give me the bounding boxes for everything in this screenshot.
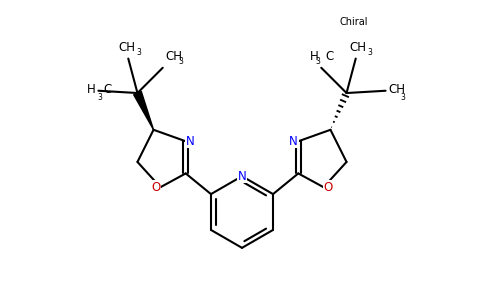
Text: 3: 3 xyxy=(400,94,405,103)
Text: H: H xyxy=(88,83,96,96)
Text: O: O xyxy=(151,181,161,194)
Text: Chiral: Chiral xyxy=(339,17,368,27)
Text: N: N xyxy=(238,170,246,183)
Text: 3: 3 xyxy=(179,57,184,66)
Text: O: O xyxy=(323,181,333,194)
Text: 3: 3 xyxy=(97,94,103,103)
Text: N: N xyxy=(186,135,195,148)
Polygon shape xyxy=(134,92,153,130)
Text: C: C xyxy=(325,50,333,63)
Text: 3: 3 xyxy=(136,48,141,57)
Text: C: C xyxy=(103,83,111,96)
Text: 3: 3 xyxy=(316,57,320,66)
Text: CH: CH xyxy=(388,83,405,96)
Text: CH: CH xyxy=(165,50,182,63)
Text: CH: CH xyxy=(349,41,366,54)
Text: N: N xyxy=(289,135,298,148)
Text: 3: 3 xyxy=(367,48,372,57)
Text: CH: CH xyxy=(119,41,136,54)
Text: H: H xyxy=(310,50,319,63)
